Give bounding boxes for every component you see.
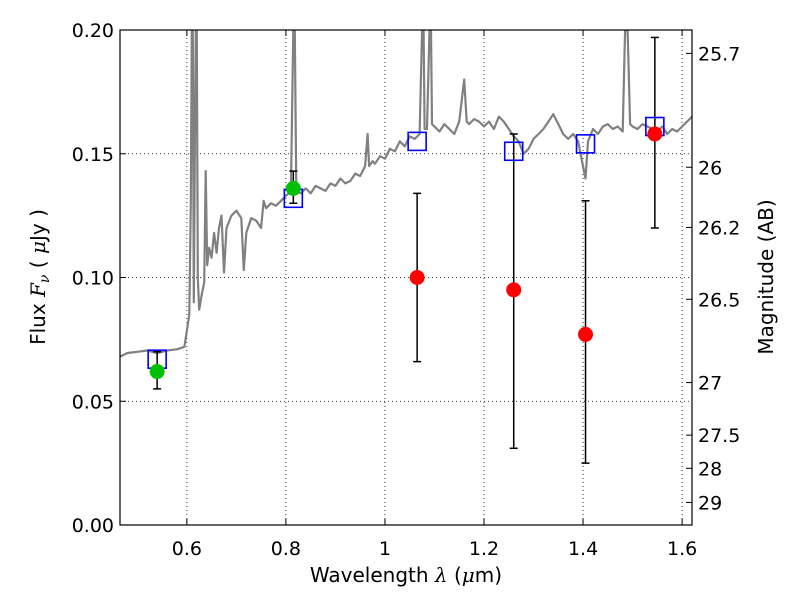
y2-tick-label-5: 27.5 <box>698 425 740 447</box>
y2-tick-label-3: 26.5 <box>698 289 740 311</box>
axis-ticks: 0.6 0.8 1 1.2 1.4 1.6 0.00 0.05 0.10 0.15 0.20 25.7… <box>72 20 741 560</box>
plot-content <box>120 30 692 358</box>
y-tick-label-0: 0.00 <box>72 515 114 537</box>
y-axis-title: Flux Fν ( μJy ) <box>26 209 53 345</box>
green-point-1 <box>285 180 301 196</box>
red-point-1 <box>506 282 522 298</box>
model-square-2 <box>407 131 427 152</box>
red-point-0 <box>409 270 425 285</box>
plot-frame <box>119 29 693 526</box>
sed-line <box>120 30 692 358</box>
x-tick-label-1: 0.8 <box>271 538 301 560</box>
x-axis-title: Wavelength λ (μm) <box>310 563 502 587</box>
x-tick-label-3: 1.2 <box>469 538 499 560</box>
x-tick-label-5: 1.6 <box>667 538 697 560</box>
y2-tick-label-6: 28 <box>698 458 722 480</box>
y2-tick-label-7: 29 <box>698 492 722 514</box>
y2-tick-label-4: 27 <box>698 373 722 395</box>
y2-tick-label-1: 26 <box>698 157 722 179</box>
x-tick-label-0: 0.6 <box>172 538 202 560</box>
x-tick-label-4: 1.4 <box>568 538 598 560</box>
x-tick-label-2: 1 <box>379 538 391 560</box>
grid-lines <box>120 30 692 525</box>
markers <box>147 116 665 380</box>
green-point-0 <box>149 364 165 380</box>
y2-tick-label-2: 26.2 <box>698 217 740 239</box>
model-square-4 <box>575 134 596 154</box>
y-tick-label-3: 0.15 <box>72 144 114 166</box>
y2-tick-label-0: 25.7 <box>698 43 740 65</box>
red-point-2 <box>578 326 594 342</box>
model-square-3 <box>503 141 524 162</box>
y-tick-label-1: 0.05 <box>72 391 114 413</box>
y-tick-label-4: 0.20 <box>72 20 114 42</box>
red-point-3 <box>647 126 663 142</box>
y2-axis-title: Magnitude (AB) <box>754 199 778 354</box>
y-tick-label-2: 0.10 <box>72 268 114 290</box>
